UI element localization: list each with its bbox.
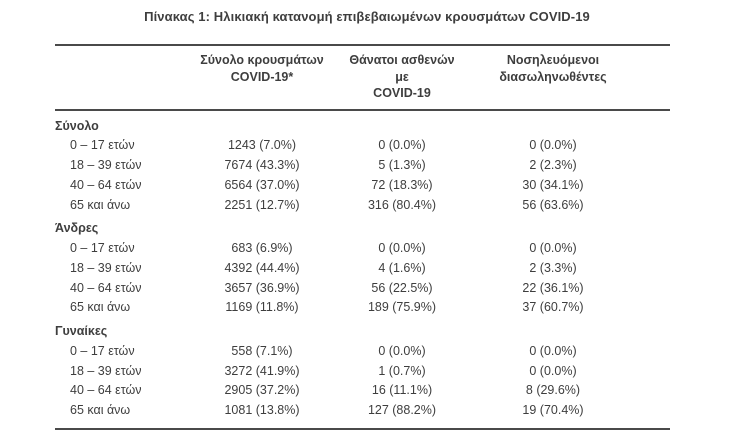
deaths-value: 72 (18.3%) <box>371 177 433 192</box>
deaths-value: 1 (0.7%) <box>378 363 426 378</box>
footnote-asterisk: * <box>110 434 114 435</box>
table-row: 65 και άνω 1081 (13.8%) 127 (88.2%) 19 (70.… <box>55 401 670 429</box>
intubated-value: 0 (0.0%) <box>529 241 577 255</box>
age-label: 40 – 64 ετών <box>70 383 142 398</box>
cases-value: 2905 (37.2%) <box>224 383 300 398</box>
intubated-value: 19 (70.4%) <box>522 403 584 417</box>
spacer-cell <box>641 362 670 382</box>
cases-value: 7674 (43.3%) <box>224 158 300 172</box>
section-label: Άνδρες <box>55 221 99 236</box>
cases-value: 1169 (11.8%) <box>225 300 299 315</box>
intubated-value: 22 (36.1%) <box>522 280 584 295</box>
table-row: 0 – 17 ετών 558 (7.1%) 0 (0.0%) 0 (0.0%) <box>55 342 670 362</box>
col-header-intubated-line1: Νοσηλευόμενοι <box>506 53 600 67</box>
intubated-value: 0 (0.0%) <box>529 363 577 378</box>
deaths-value: 0 (0.0%) <box>378 241 426 255</box>
spacer-cell <box>641 239 670 259</box>
row-label-column-header <box>55 45 185 111</box>
cases-value: 1081 (13.8%) <box>224 403 300 417</box>
cases-value: 3272 (41.9%) <box>224 363 300 378</box>
footnote: *Τα στοιχεία αφορούν τα κρούσματα εκείνα… <box>110 434 670 435</box>
table-row: 40 – 64 ετών 6564 (37.0%) 72 (18.3%) 30 (34… <box>55 176 670 196</box>
deaths-value: 316 (80.4%) <box>367 197 437 212</box>
age-label: 0 – 17 ετών <box>70 138 135 153</box>
header-row: Σύνολο κρουσμάτων COVID-19* Θάνατοι ασθε… <box>55 45 670 111</box>
cases-value: 558 (7.1%) <box>231 343 293 358</box>
deaths-value: 4 (1.6%) <box>378 260 426 275</box>
spacer-cell <box>641 298 670 318</box>
cases-value: 4392 (44.4%) <box>224 260 300 275</box>
col-header-deaths: Θάνατοι ασθενών με COVID-19 <box>339 45 465 111</box>
table-row: 65 και άνω 1169 (11.8%) 189 (75.9%) 37 (60.… <box>55 298 670 318</box>
table-title: Πίνακας 1: Ηλικιακή κατανομή επιβεβαιωμέ… <box>144 9 590 24</box>
intubated-value: 8 (29.6%) <box>525 383 581 398</box>
table-row: 18 – 39 ετών 7674 (43.3%) 5 (1.3%) 2 (2.3%) <box>55 156 670 176</box>
data-table: Σύνολο κρουσμάτων COVID-19* Θάνατοι ασθε… <box>55 44 670 430</box>
spacer-column-header <box>641 45 670 111</box>
age-label: 18 – 39 ετών <box>70 260 142 275</box>
table-row: 18 – 39 ετών 3272 (41.9%) 1 (0.7%) 0 (0.0%) <box>55 362 670 382</box>
age-label: 0 – 17 ετών <box>70 343 135 358</box>
age-label: 18 – 39 ετών <box>70 158 142 172</box>
table-body: Σύνολο 0 – 17 ετών 1243 (7.0%) 0 (0.0%) 0 (0… <box>55 110 670 429</box>
col-header-deaths-line1: Θάνατοι ασθενών με <box>349 53 455 84</box>
table-row: 0 – 17 ετών 683 (6.9%) 0 (0.0%) 0 (0.0%) <box>55 239 670 259</box>
table-header: Σύνολο κρουσμάτων COVID-19* Θάνατοι ασθε… <box>55 45 670 111</box>
cases-value: 683 (6.9%) <box>231 241 293 255</box>
age-label: 18 – 39 ετών <box>70 363 142 378</box>
intubated-value: 0 (0.0%) <box>529 138 577 153</box>
table-row: 40 – 64 ετών 3657 (36.9%) 56 (22.5%) 22 (36… <box>55 279 670 299</box>
intubated-value: 2 (2.3%) <box>529 158 577 172</box>
spacer-cell <box>641 401 670 429</box>
age-label: 65 και άνω <box>70 403 131 417</box>
deaths-value: 5 (1.3%) <box>378 158 426 172</box>
cases-value: 1243 (7.0%) <box>227 138 297 153</box>
cases-value: 6564 (37.0%) <box>224 177 300 192</box>
section-header-row: Άνδρες <box>55 215 670 239</box>
spacer-cell <box>641 279 670 299</box>
col-header-deaths-line2: COVID-19 <box>373 86 431 100</box>
cases-value: 3657 (36.9%) <box>224 280 300 295</box>
spacer-cell <box>641 381 670 401</box>
section-header-row: Γυναίκες <box>55 318 670 342</box>
age-label: 40 – 64 ετών <box>70 177 142 192</box>
intubated-value: 37 (60.7%) <box>522 300 584 315</box>
section-header-row: Σύνολο <box>55 110 670 137</box>
deaths-value: 189 (75.9%) <box>367 300 437 315</box>
section-label: Γυναίκες <box>55 324 108 338</box>
col-header-intubated-line2: διασωληνωθέντες <box>499 69 607 84</box>
deaths-value: 16 (11.1%) <box>371 383 433 398</box>
deaths-value: 0 (0.0%) <box>378 343 426 358</box>
spacer-cell <box>641 156 670 176</box>
age-label: 65 και άνω <box>70 300 131 315</box>
spacer-cell <box>641 176 670 196</box>
age-label: 65 και άνω <box>70 197 131 212</box>
intubated-value: 2 (3.3%) <box>529 260 577 275</box>
table-row: 65 και άνω 2251 (12.7%) 316 (80.4%) 56 (63.… <box>55 196 670 216</box>
intubated-value: 0 (0.0%) <box>529 343 577 358</box>
table-row: 18 – 39 ετών 4392 (44.4%) 4 (1.6%) 2 (3.3%) <box>55 259 670 279</box>
col-header-cases-line1: Σύνολο κρουσμάτων <box>200 53 324 67</box>
intubated-value: 56 (63.6%) <box>522 197 584 212</box>
age-label: 40 – 64 ετών <box>70 280 142 295</box>
deaths-value: 0 (0.0%) <box>378 138 426 153</box>
spacer-cell <box>641 259 670 279</box>
col-header-cases-line2: COVID-19* <box>230 69 294 84</box>
covid-age-table: Σύνολο κρουσμάτων COVID-19* Θάνατοι ασθε… <box>55 44 670 435</box>
intubated-value: 30 (34.1%) <box>522 177 584 192</box>
spacer-cell <box>641 342 670 362</box>
deaths-value: 56 (22.5%) <box>371 280 433 295</box>
section-label: Σύνολο <box>55 118 99 133</box>
cases-value: 2251 (12.7%) <box>224 197 300 212</box>
spacer-cell <box>641 136 670 156</box>
col-header-cases: Σύνολο κρουσμάτων COVID-19* <box>185 45 339 111</box>
spacer-cell <box>641 196 670 216</box>
table-row: 0 – 17 ετών 1243 (7.0%) 0 (0.0%) 0 (0.0%) <box>55 136 670 156</box>
deaths-value: 127 (88.2%) <box>367 403 437 417</box>
col-header-intubated: Νοσηλευόμενοι διασωληνωθέντες <box>465 45 641 111</box>
table-row: 40 – 64 ετών 2905 (37.2%) 16 (11.1%) 8 (29.… <box>55 381 670 401</box>
age-label: 0 – 17 ετών <box>70 241 135 255</box>
